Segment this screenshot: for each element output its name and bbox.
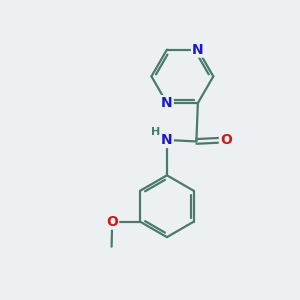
- Text: O: O: [106, 215, 118, 229]
- Text: N: N: [161, 96, 173, 110]
- Text: H: H: [151, 127, 160, 137]
- Text: N: N: [161, 133, 173, 147]
- Text: O: O: [220, 133, 232, 147]
- Text: N: N: [192, 43, 204, 57]
